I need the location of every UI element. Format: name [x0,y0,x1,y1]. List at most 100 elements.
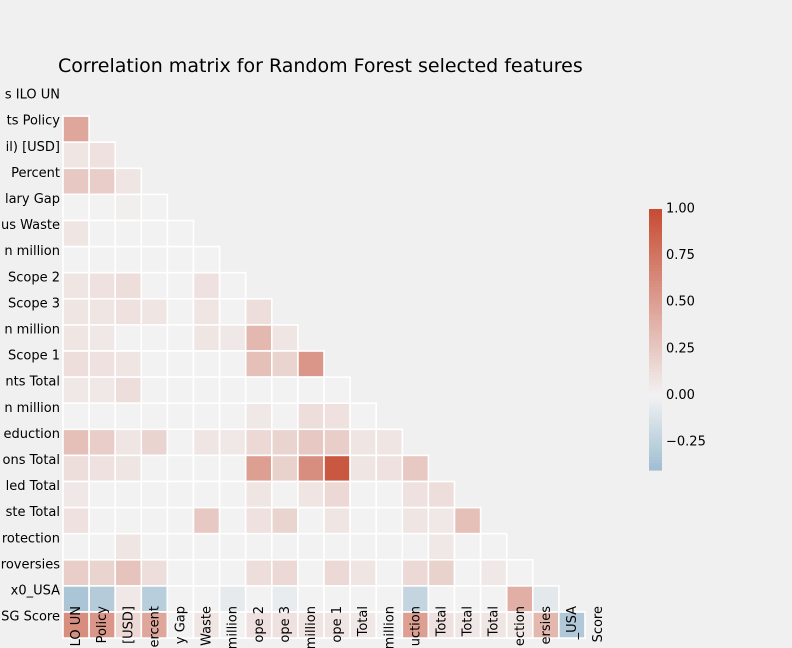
colorbar-segment [649,212,662,217]
colorbar-segment [649,391,662,396]
row-label: led Total [6,479,60,494]
heatmap-cell [323,428,351,457]
heatmap-cell [270,480,299,509]
heatmap-cell [218,480,247,509]
heatmap-cell [114,506,143,535]
heatmap-cell [218,297,247,326]
row-label: ons Total [3,453,60,468]
colorbar-segment [649,365,662,370]
heatmap-cell [244,532,273,561]
heatmap-cell [192,480,221,509]
heatmap-cell [166,271,195,300]
heatmap-cell [88,454,116,483]
column-label: ersies [539,606,554,645]
colorbar-segment [649,404,662,409]
heatmap-cell [192,376,221,405]
heatmap-cell [114,219,143,248]
colorbar-segment [649,450,662,455]
column-label: ection [513,606,528,646]
heatmap-cell [218,324,247,352]
row-label: s ILO UN [5,88,60,103]
column-label: ope 2 [252,606,267,643]
colorbar-segment [649,297,662,301]
row-label: Scope 2 [8,270,60,285]
column-label: Total [487,606,502,637]
heatmap-cells [62,115,586,639]
column-label: ope 1 [330,606,345,643]
heatmap-cell [192,350,221,378]
heatmap-cell [88,193,116,222]
colorbar-segment [649,316,662,321]
heatmap-cell [140,532,169,561]
row-label: SG Score [1,610,60,625]
colorbar-segment [649,306,662,311]
colorbar-segment [649,394,662,399]
column-label: Total [461,606,476,637]
row-label: roversies [1,557,60,572]
heatmap-cell [270,611,299,639]
column-label: million [304,606,319,648]
heatmap-cell [453,558,482,587]
heatmap-cell [114,245,143,274]
heatmap-cell [297,402,325,431]
column-label: ercent [147,606,162,648]
heatmap-cell [62,167,90,196]
heatmap-cell [114,376,143,405]
heatmap-cell [270,324,299,352]
heatmap-cell [218,558,247,587]
column-label: million [382,606,397,648]
heatmap-cell [62,428,90,457]
heatmap-cell [88,297,116,326]
colorbar-tick-label: 0.75 [666,248,695,263]
heatmap-cell [270,376,299,405]
heatmap-cell [166,350,195,378]
heatmap-cell [88,532,116,561]
heatmap-cell [114,350,143,378]
colorbar-segment [649,417,662,422]
row-label: ste Total [6,505,60,520]
heatmap-cell [62,219,90,248]
heatmap-cell [114,480,143,509]
colorbar-segment [649,385,662,390]
colorbar-segment [649,267,662,272]
colorbar-segment [649,398,662,403]
heatmap-cell [349,532,378,561]
heatmap-cell [505,611,534,639]
heatmap-cell [270,350,299,378]
heatmap-cell [192,506,221,535]
colorbar-segment [649,359,662,363]
heatmap-cell [192,532,221,561]
row-label: rotection [2,531,60,546]
column-label: ope 3 [278,606,293,643]
colorbar-segment [649,280,662,285]
heatmap-cell [88,402,116,431]
row-label: n million [4,322,60,337]
row-label: Percent [11,166,60,181]
colorbar-segment [649,427,662,432]
colorbar-segment [649,339,662,344]
colorbar-segment [649,342,662,347]
heatmap-cell [140,454,169,483]
heatmap-cell [88,141,116,170]
heatmap-cell [453,611,482,639]
heatmap-cell [88,324,116,352]
heatmap-cell [427,611,456,639]
colorbar-segment [649,456,662,461]
heatmap-cell [192,428,221,457]
colorbar-segment [649,375,662,380]
heatmap-cell [453,532,482,561]
heatmap-cell [114,297,143,326]
colorbar-segment [649,251,662,256]
heatmap-cell [166,480,195,509]
heatmap-cell [88,167,116,196]
row-labels: s ILO UN ts Policy il) [USD] Percent lary Ga… [1,88,61,625]
colorbar-segment [649,447,662,452]
heatmap-cell [401,506,430,535]
column-label: uction [408,606,423,646]
colorbar-segment [649,381,662,386]
colorbar-segment [649,368,662,373]
row-label: us Waste [1,218,60,233]
heatmap-cell [349,558,378,587]
heatmap-cell [192,402,221,431]
heatmap-cell [323,532,351,561]
